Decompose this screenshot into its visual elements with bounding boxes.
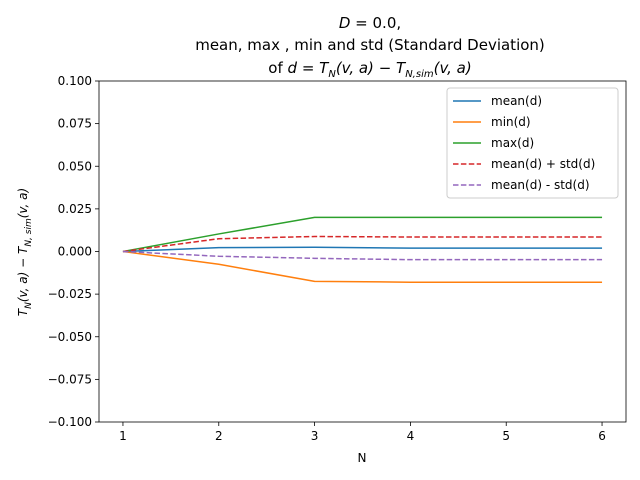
x-axis-label: N	[358, 451, 367, 465]
x-tick-label: 1	[119, 429, 127, 443]
y-axis-label: TN(v, a) − TN, sim(v, a)	[16, 188, 34, 316]
chart-title-line-2: mean, max , min and std (Standard Deviat…	[195, 36, 545, 54]
chart-title-line-1: D = 0.0,	[338, 14, 402, 32]
series-line-3	[122, 216, 603, 253]
series-line-2	[122, 250, 603, 283]
plot-area	[122, 216, 603, 283]
y-tick-label: −0.100	[48, 415, 92, 429]
x-tick-label: 5	[502, 429, 510, 443]
series-line-5	[122, 250, 603, 261]
y-tick-label: 0.000	[58, 245, 92, 259]
legend-label-1: mean(d)	[491, 94, 542, 108]
y-tick-label: 0.025	[58, 202, 92, 216]
y-tick-label: −0.075	[48, 372, 92, 386]
y-tick-label: 0.075	[58, 117, 92, 131]
legend-box	[446, 87, 619, 199]
svg-text:TN(v, a) − TN, sim(v, a): TN(v, a) − TN, sim(v, a)	[16, 188, 34, 316]
y-tick-label: 0.050	[58, 159, 92, 173]
legend-label-2: min(d)	[491, 115, 531, 129]
chart-title-line-3: of d = TN(v, a) − TN,sim(v, a)	[268, 59, 472, 80]
y-tick-label: −0.050	[48, 330, 92, 344]
legend: mean(d) min(d) max(d) mean(d) + std(d) mean(…	[446, 87, 619, 199]
x-tick-label: 4	[407, 429, 415, 443]
y-tick-label: −0.025	[48, 287, 92, 301]
x-tick-label: 2	[215, 429, 223, 443]
legend-label-5: mean(d) - std(d)	[491, 178, 590, 192]
legend-label-4: mean(d) + std(d)	[491, 157, 595, 171]
x-tick-label: 3	[311, 429, 319, 443]
axes: 1 2 3 4 5 6 −0.100 −0.075 −0.050 −0.025 0.000 0.025…	[48, 74, 627, 443]
series-line-4	[122, 235, 603, 253]
series-line-1	[122, 246, 603, 253]
y-tick-label: 0.100	[58, 74, 92, 88]
legend-label-3: max(d)	[491, 136, 534, 150]
x-tick-label: 6	[598, 429, 606, 443]
